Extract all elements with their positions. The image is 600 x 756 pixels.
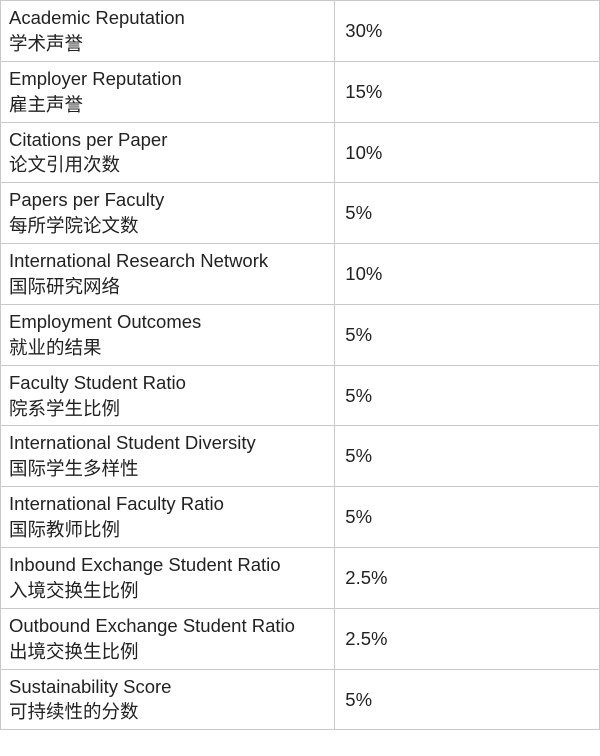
indicator-cell: Citations per Paper 论文引用次数 <box>1 122 335 183</box>
indicator-en: International Research Network <box>9 248 326 274</box>
indicator-zh: 就业的结果 <box>9 335 326 361</box>
weight-cell: 5% <box>335 183 600 244</box>
table-row: Outbound Exchange Student Ratio 出境交换生比例 … <box>1 608 600 669</box>
weight-cell: 10% <box>335 244 600 305</box>
table-row: International Student Diversity 国际学生多样性 … <box>1 426 600 487</box>
indicator-en: Sustainability Score <box>9 674 326 700</box>
indicator-zh: 院系学生比例 <box>9 396 326 422</box>
indicator-en: Citations per Paper <box>9 127 326 153</box>
indicator-cell: Sustainability Score 可持续性的分数 <box>1 669 335 730</box>
indicator-zh: 可持续性的分数 <box>9 699 326 725</box>
table-row: Employment Outcomes 就业的结果 5% <box>1 304 600 365</box>
indicator-cell: Employment Outcomes 就业的结果 <box>1 304 335 365</box>
table-row: Sustainability Score 可持续性的分数 5% <box>1 669 600 730</box>
indicator-en: Outbound Exchange Student Ratio <box>9 613 326 639</box>
indicator-en: Employment Outcomes <box>9 309 326 335</box>
weight-cell: 2.5% <box>335 608 600 669</box>
table-row: Inbound Exchange Student Ratio 入境交换生比例 2… <box>1 548 600 609</box>
indicator-cell: Outbound Exchange Student Ratio 出境交换生比例 <box>1 608 335 669</box>
indicator-zh: 雇主声誉 <box>9 92 326 118</box>
indicator-cell: Faculty Student Ratio 院系学生比例 <box>1 365 335 426</box>
indicator-en: Inbound Exchange Student Ratio <box>9 552 326 578</box>
table-row: International Research Network 国际研究网络 10… <box>1 244 600 305</box>
indicator-cell: Papers per Faculty 每所学院论文数 <box>1 183 335 244</box>
indicator-zh: 国际研究网络 <box>9 274 326 300</box>
indicator-zh: 出境交换生比例 <box>9 639 326 665</box>
indicator-cell: International Faculty Ratio 国际教师比例 <box>1 487 335 548</box>
indicator-cell: International Student Diversity 国际学生多样性 <box>1 426 335 487</box>
table-row: International Faculty Ratio 国际教师比例 5% <box>1 487 600 548</box>
table-row: Employer Reputation 雇主声誉 15% <box>1 61 600 122</box>
weight-cell: 5% <box>335 426 600 487</box>
weight-cell: 15% <box>335 61 600 122</box>
table-row: Academic Reputation 学术声誉 30% <box>1 1 600 62</box>
indicator-en: Papers per Faculty <box>9 187 326 213</box>
indicator-zh: 每所学院论文数 <box>9 213 326 239</box>
table-row: Citations per Paper 论文引用次数 10% <box>1 122 600 183</box>
weight-cell: 30% <box>335 1 600 62</box>
indicator-en: Employer Reputation <box>9 66 326 92</box>
weight-cell: 5% <box>335 365 600 426</box>
weight-cell: 10% <box>335 122 600 183</box>
indicator-cell: International Research Network 国际研究网络 <box>1 244 335 305</box>
indicator-en: Academic Reputation <box>9 5 326 31</box>
indicator-cell: Employer Reputation 雇主声誉 <box>1 61 335 122</box>
indicator-zh: 学术声誉 <box>9 31 326 57</box>
weight-cell: 5% <box>335 304 600 365</box>
weight-cell: 5% <box>335 669 600 730</box>
weight-cell: 5% <box>335 487 600 548</box>
indicator-zh: 论文引用次数 <box>9 152 326 178</box>
indicator-cell: Inbound Exchange Student Ratio 入境交换生比例 <box>1 548 335 609</box>
indicator-cell: Academic Reputation 学术声誉 <box>1 1 335 62</box>
indicator-zh: 国际教师比例 <box>9 517 326 543</box>
indicator-en: International Student Diversity <box>9 430 326 456</box>
weight-cell: 2.5% <box>335 548 600 609</box>
indicator-zh: 入境交换生比例 <box>9 578 326 604</box>
table-row: Faculty Student Ratio 院系学生比例 5% <box>1 365 600 426</box>
indicator-weights-table: Academic Reputation 学术声誉 30% Employer Re… <box>0 0 600 730</box>
indicator-en: International Faculty Ratio <box>9 491 326 517</box>
indicator-en: Faculty Student Ratio <box>9 370 326 396</box>
table-row: Papers per Faculty 每所学院论文数 5% <box>1 183 600 244</box>
table-body: Academic Reputation 学术声誉 30% Employer Re… <box>1 1 600 730</box>
indicator-zh: 国际学生多样性 <box>9 456 326 482</box>
